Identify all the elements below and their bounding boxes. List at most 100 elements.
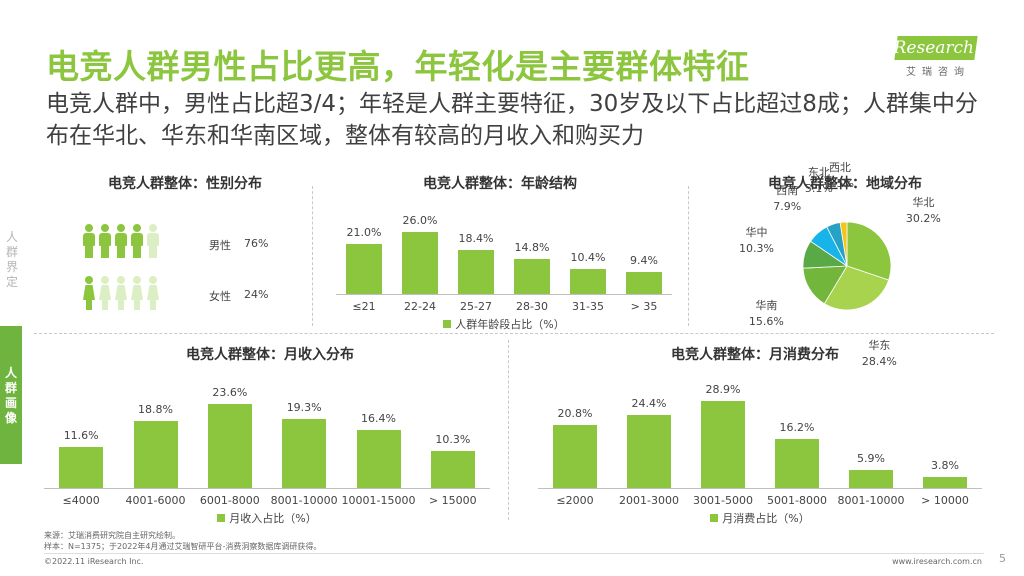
category-tick-label: ≤4000 — [62, 494, 100, 507]
female-person-icon — [130, 276, 144, 310]
legend-swatch — [443, 320, 452, 328]
footer-source: 来源：艾瑞消费研究院自主研究绘制。 样本：N=1375；于2022年4月通过艾瑞… — [44, 530, 321, 552]
pie-category-name: 华中 — [745, 225, 768, 239]
bar-value-label: 21.0% — [346, 225, 382, 239]
bar — [133, 421, 178, 488]
category-tick-label: 6001-8000 — [199, 494, 260, 507]
legend-swatch — [217, 514, 226, 522]
bar-value-label: 23.6% — [212, 386, 248, 399]
bar — [356, 429, 401, 488]
bar — [430, 451, 475, 488]
category-tick-label: 31-35 — [572, 300, 604, 313]
iresearch-logo: iResearch 艾瑞咨询 — [884, 36, 982, 78]
bar — [59, 446, 104, 488]
bar-value-label: 3.8% — [931, 458, 959, 472]
x-axis-line — [336, 294, 672, 295]
chart-legend: 人群年龄段占比（%） — [336, 316, 672, 332]
category-tick-label: 10001-15000 — [341, 494, 416, 507]
page-number: 5 — [999, 552, 1006, 565]
age-chart-title: 电竞人群整体：年龄结构 — [423, 176, 577, 192]
bar-value-label: 9.4% — [630, 253, 658, 267]
bar — [282, 419, 327, 488]
bar — [514, 258, 550, 294]
male-label: 男性 — [209, 239, 231, 252]
pie-category-name: 华东 — [868, 339, 891, 353]
bar-value-label: 24.4% — [631, 396, 667, 410]
bar-value-label: 5.9% — [857, 452, 885, 466]
male-icon-row — [82, 224, 172, 260]
x-axis-line — [538, 488, 982, 489]
bar — [849, 470, 893, 488]
bar — [626, 271, 662, 294]
male-person-icon — [82, 224, 96, 258]
category-tick-label: 28-30 — [516, 300, 548, 313]
pie-slice-label: 华东 28.4% — [854, 338, 904, 370]
category-tick-label: 2001-3000 — [619, 494, 679, 507]
category-tick-label: 8001-10000 — [270, 494, 338, 507]
category-tick-label: 25-27 — [460, 300, 492, 313]
pie-value-label: 5.1% — [804, 181, 833, 195]
bar-value-label: 10.3% — [435, 433, 471, 447]
spend-chart-title: 电竞人群整体：月消费分布 — [671, 347, 839, 363]
category-tick-label: > 10000 — [921, 494, 969, 507]
category-tick-label: 3001-5000 — [693, 494, 753, 507]
category-tick-label: 22-24 — [404, 300, 436, 313]
pie-value-label: 2.5% — [825, 177, 854, 191]
category-tick-label: ≤21 — [352, 300, 376, 313]
page-title: 电竞人群男性占比更高，年轻化是主要群体特征 — [46, 47, 750, 86]
pie-slice-label: 华中 10.3% — [731, 225, 781, 257]
bar — [701, 401, 745, 488]
pie-slice-label: 华北 30.2% — [898, 195, 948, 227]
female-person-icon — [82, 276, 96, 310]
separator — [688, 186, 689, 326]
pie-svg — [802, 221, 892, 311]
female-icon-row — [82, 276, 172, 312]
spend-bar-chart: 20.8% ≤2000 24.4% 2001-3000 28.9% 3001-5000 16… — [538, 372, 982, 530]
sidebar-item-portrait[interactable]: 人群画像 — [0, 326, 22, 464]
pie-value-label: 15.6% — [748, 315, 784, 329]
male-person-icon — [146, 224, 160, 258]
gender-title: 电竞人群整体：性别分布 — [108, 176, 262, 192]
pie-slice — [846, 221, 892, 281]
separator — [312, 186, 313, 326]
bar — [923, 476, 967, 488]
pie-slice-label: 东北 5.1% — [794, 165, 844, 197]
category-tick-label: ≤2000 — [556, 494, 594, 507]
pie-value-label: 7.9% — [773, 199, 802, 213]
region-chart-title: 电竞人群整体：地域分布 — [768, 176, 922, 192]
female-person-icon — [98, 276, 112, 310]
region-pie-chart: 华北 30.2% 华东 28.4% 华南 15.6% 华中 10.3% 西南 7.9% 东北 5.1%… — [700, 161, 1000, 368]
bar-value-label: 18.8% — [138, 403, 173, 417]
bar — [402, 232, 438, 294]
copyright: ©2022.11 iResearch Inc. — [44, 557, 144, 566]
category-tick-label: 4001-6000 — [125, 494, 186, 507]
pie-value-label: 28.4% — [861, 355, 897, 369]
website-link[interactable]: www.iresearch.com.cn — [892, 557, 982, 566]
sidebar-item-label: 人群界定 — [5, 230, 18, 289]
chart-legend: 月收入占比（%） — [44, 510, 490, 526]
female-person-icon — [114, 276, 128, 310]
male-person-icon — [130, 224, 144, 258]
female-label: 女性 — [209, 290, 231, 303]
male-person-icon — [98, 224, 112, 258]
bar — [775, 439, 819, 488]
logo-main-text: iResearch — [888, 38, 974, 58]
female-person-icon — [146, 276, 160, 310]
pie-category-name: 华南 — [755, 299, 778, 313]
pie-category-name: 西北 — [828, 161, 851, 175]
sample-note: 样本：N=1375；于2022年4月通过艾瑞智研平台-消费洞察数据库调研获得。 — [44, 542, 322, 551]
bar — [458, 250, 494, 294]
bar-value-label: 18.4% — [458, 232, 494, 246]
bar-value-label: 16.4% — [361, 411, 396, 425]
legend-label: 人群年龄段占比（%） — [455, 318, 565, 331]
income-bar-chart: 11.6% ≤4000 18.8% 4001-6000 23.6% 6001-8000 19… — [44, 372, 490, 530]
legend-label: 月收入占比（%） — [229, 512, 317, 525]
pie-category-name: 西南 — [776, 183, 799, 197]
pie-value-label: 30.2% — [905, 212, 941, 226]
male-value: 76% — [244, 237, 269, 250]
x-axis-line — [44, 488, 490, 489]
sidebar-item-definition[interactable]: 人群界定 — [2, 230, 22, 290]
bar-value-label: 14.8% — [514, 240, 550, 254]
income-chart-title: 电竞人群整体：月收入分布 — [186, 347, 354, 363]
pie-category-name: 东北 — [807, 165, 830, 179]
